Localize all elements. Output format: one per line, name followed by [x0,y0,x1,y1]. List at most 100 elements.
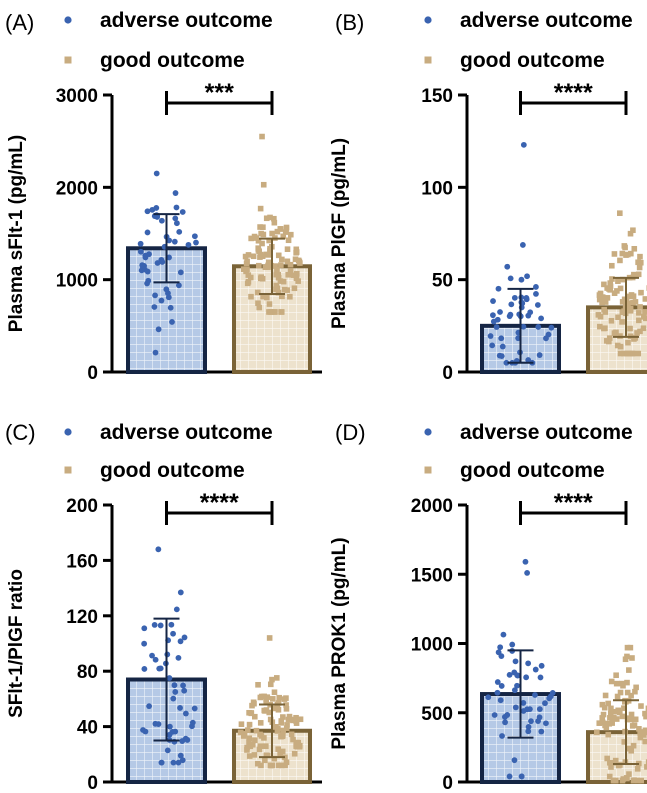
data-point-adverse [535,718,541,725]
data-point-adverse [512,704,519,711]
data-point-adverse [523,674,530,681]
data-point-adverse [145,277,152,284]
data-point-adverse [503,359,510,366]
significance-label: **** [554,489,593,517]
data-point-adverse [149,652,155,659]
legend-label: adverse outcome [100,421,273,444]
data-point-adverse [142,254,149,261]
data-point-adverse [181,634,188,641]
data-point-good [634,766,641,772]
data-point-adverse [506,773,513,780]
data-point-good [637,734,644,741]
data-point-good [277,278,284,284]
data-point-good [636,264,643,271]
data-point-good [291,285,298,292]
y-tick-label: 50 [432,271,453,292]
data-point-adverse [542,700,548,707]
data-point-good [256,304,262,311]
data-point-good [619,276,626,283]
data-point-adverse [511,687,518,694]
data-point-adverse [193,239,199,246]
data-point-adverse [520,323,527,330]
data-point-good [283,702,289,708]
data-point-good [280,714,286,720]
y-tick-label: 80 [77,662,98,683]
legend-label: good outcome [460,49,605,72]
data-point-good [272,705,278,712]
data-point-good [257,205,264,212]
data-point-good [627,305,634,312]
data-point-good [285,271,292,278]
data-point-adverse [497,309,503,315]
data-point-adverse [191,233,198,240]
data-point-adverse [175,282,182,289]
data-point-adverse [493,324,500,330]
data-point-good [277,226,284,232]
data-point-good [624,644,631,651]
data-point-good [631,722,638,728]
data-point-good [271,755,278,762]
data-point-good [246,721,253,728]
error-bar-adverse [153,213,180,284]
data-point-good [260,224,266,230]
data-point-good [266,709,273,716]
data-point-adverse [498,683,505,689]
data-point-adverse [498,335,505,342]
data-point-adverse [177,269,184,276]
data-point-adverse [164,747,171,754]
data-point-adverse [177,589,184,596]
data-point-good [596,296,603,303]
data-point-good [263,752,270,758]
data-point-good [605,700,611,707]
data-point-good [621,705,627,711]
data-point-adverse [170,759,177,766]
data-point-good [288,731,295,738]
data-point-good [287,261,294,268]
data-point-adverse [137,240,144,247]
data-point-good [645,759,647,765]
data-point-good [271,689,278,696]
error-bar-good [259,703,285,759]
data-point-good [293,246,300,253]
y-axis-label: Plasma PROK1 (pg/mL) [329,537,350,749]
data-point-adverse [508,301,515,308]
data-point-good [626,745,633,752]
data-point-good [620,776,627,782]
data-point-good [613,716,620,722]
data-point-good [293,270,300,277]
data-point-adverse [528,718,534,725]
significance-bracket [519,91,628,115]
data-point-good [632,688,638,695]
data-point-good [629,350,636,357]
data-point-adverse [152,349,159,356]
data-point-good [291,750,298,757]
data-point-adverse [155,326,162,333]
data-point-good [619,319,625,325]
data-point-good [621,350,627,357]
data-point-adverse [537,674,544,681]
data-point-good [608,705,614,712]
data-point-adverse [533,290,539,297]
data-point-good [602,309,609,315]
data-point-good [609,276,615,282]
data-point-adverse [512,658,519,665]
data-point-good [628,711,635,718]
data-point-adverse [523,294,530,301]
data-point-adverse [166,723,173,730]
data-point-good [275,700,282,706]
data-point-good [266,301,273,307]
data-point-good [631,271,637,278]
data-point-good [278,733,284,740]
data-point-adverse [146,703,152,710]
data-point-adverse [175,654,182,661]
data-point-adverse [170,695,177,702]
data-point-good [260,231,267,238]
panel-label: (D) [335,420,366,445]
data-point-good [272,263,278,269]
data-point-good [594,729,600,736]
data-point-good [253,235,260,241]
data-point-good [293,275,300,282]
data-point-good [635,350,642,357]
data-point-good [264,294,270,301]
data-point-adverse [189,723,195,730]
